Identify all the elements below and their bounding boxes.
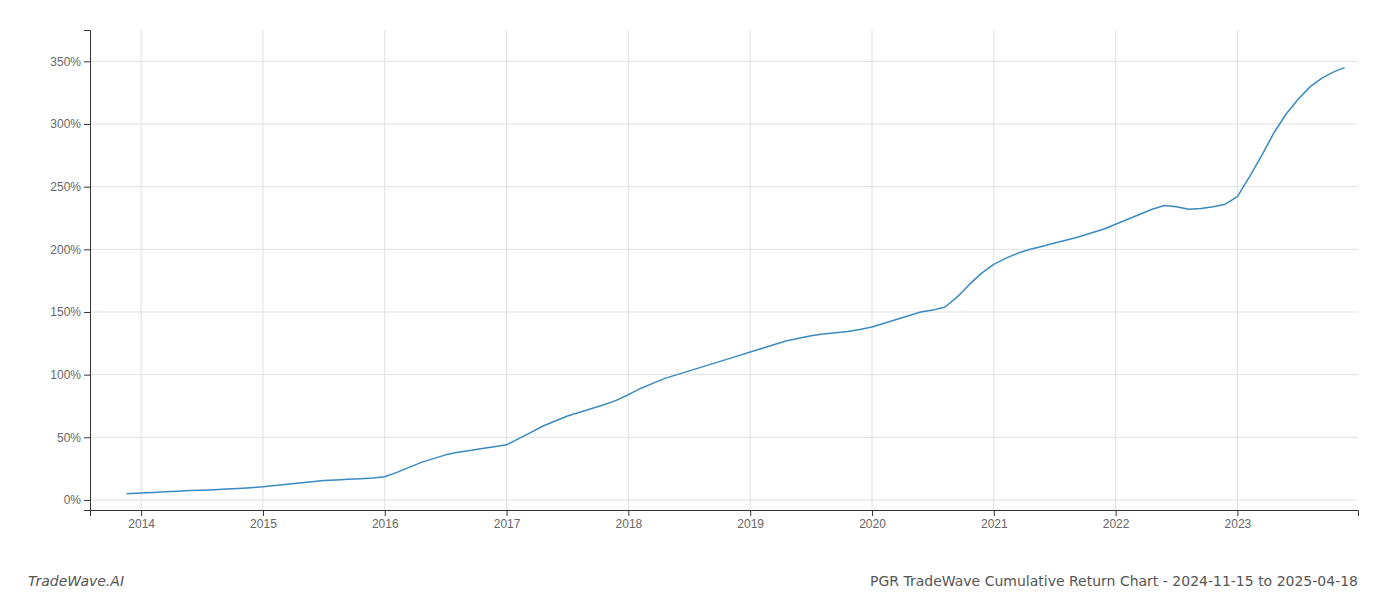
y-axis-line (84, 31, 91, 511)
y-tick: 350% (50, 55, 90, 69)
y-tick: 100% (50, 368, 90, 382)
y-tick-mark (84, 375, 90, 376)
x-tick-mark (141, 510, 142, 516)
x-tick-label: 2015 (250, 517, 277, 531)
y-tick: 150% (50, 305, 90, 319)
x-tick: 2016 (372, 510, 399, 531)
y-tick-mark (84, 437, 90, 438)
grid-line (1115, 30, 1116, 510)
line (127, 68, 1345, 494)
grid-line (750, 30, 751, 510)
x-tick-mark (1116, 510, 1117, 516)
y-tick-label: 300% (50, 117, 81, 131)
x-tick-mark (750, 510, 751, 516)
y-tick-label: 0% (64, 493, 82, 507)
x-tick: 2014 (128, 510, 155, 531)
y-tick-label: 150% (50, 305, 81, 319)
y-tick: 0% (64, 493, 90, 507)
x-tick-mark (628, 510, 629, 516)
y-tick: 50% (57, 431, 90, 445)
x-tick: 2023 (1225, 510, 1252, 531)
grid-line (1237, 30, 1238, 510)
plot: 2014 2015 2016 2017 2018 2019 2020 2021 2022 2023… (50, 30, 1358, 531)
x-tick-mark (263, 510, 264, 516)
grid-line (90, 249, 1358, 250)
y-tick-mark (84, 124, 90, 125)
chart: 2014 2015 2016 2017 2018 2019 2020 2021 2022 2023… (0, 0, 1400, 600)
x-tick-mark (872, 510, 873, 516)
x-tick-mark (994, 510, 995, 516)
x-tick-mark (385, 510, 386, 516)
title: PGR TradeWave Cumulative Return Chart - … (870, 573, 1358, 589)
y-tick: 250% (50, 180, 90, 194)
grid-line (384, 30, 385, 510)
grid-line (90, 374, 1358, 375)
y-tick-label: 350% (50, 55, 81, 69)
x-tick: 2019 (737, 510, 764, 531)
x-tick: 2018 (616, 510, 643, 531)
annotation: TradeWave.AI (28, 573, 124, 589)
y-tick-mark (84, 312, 90, 313)
x-tick-label: 2023 (1225, 517, 1252, 531)
y-tick-label: 200% (50, 243, 81, 257)
grid-line (90, 61, 1358, 62)
y-tick-mark (84, 249, 90, 250)
y-tick-label: 50% (57, 431, 81, 445)
x-tick-label: 2019 (737, 517, 764, 531)
x-tick-label: 2020 (859, 517, 886, 531)
y-tick-label: 100% (50, 368, 81, 382)
grid-line (993, 30, 994, 510)
x-tick: 2017 (494, 510, 521, 531)
x-tick-label: 2018 (616, 517, 643, 531)
y-tick-mark (84, 187, 90, 188)
y-axis: 0% 50% 100% 150% 200% 250% 300% 350% (50, 31, 90, 511)
grid-line (90, 311, 1358, 312)
y-tick-mark (84, 500, 90, 501)
grid (90, 30, 1358, 510)
x-axis-line (91, 511, 1359, 517)
grid-line (141, 30, 142, 510)
y-tick-mark (84, 61, 90, 62)
grid-line (90, 123, 1358, 124)
x-tick-label: 2021 (981, 517, 1008, 531)
x-tick-label: 2014 (128, 517, 155, 531)
x-tick: 2022 (1103, 510, 1130, 531)
grid-line (871, 30, 872, 510)
grid-line (90, 499, 1358, 500)
y-tick-label: 250% (50, 180, 81, 194)
grid-line (506, 30, 507, 510)
x-tick-label: 2017 (494, 517, 521, 531)
x-tick-mark (507, 510, 508, 516)
grid-line (628, 30, 629, 510)
y-tick: 200% (50, 243, 90, 257)
grid-line (262, 30, 263, 510)
grid-line (90, 186, 1358, 187)
y-tick: 300% (50, 117, 90, 131)
x-tick: 2021 (981, 510, 1008, 531)
x-tick-label: 2016 (372, 517, 399, 531)
grid-line (90, 437, 1358, 438)
x-tick: 2020 (859, 510, 886, 531)
x-axis: 2014 2015 2016 2017 2018 2019 2020 2021 2022 2023 (91, 510, 1359, 531)
x-tick-mark (1237, 510, 1238, 516)
x-tick-label: 2022 (1103, 517, 1130, 531)
marks (127, 68, 1345, 494)
x-tick: 2015 (250, 510, 277, 531)
